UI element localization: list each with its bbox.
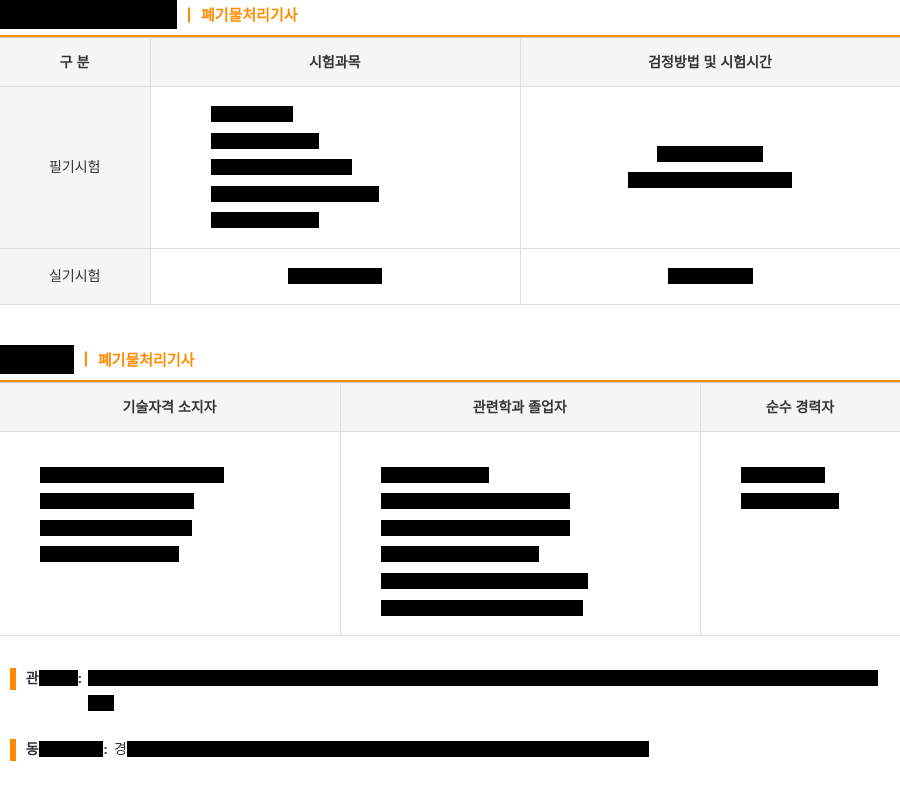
th-category: 구 분 [0, 38, 150, 87]
row-written-label: 필기시험 [0, 87, 150, 249]
section2-subtitle: 폐기물처리기사 [98, 349, 195, 370]
footnotes: 관련학과: 4년제 대학교 이상의 학교에 개설되어 있는 환경공학, 환경시스… [0, 666, 900, 762]
cell-qual-holder: · 동일(유사)분야 다른 종목 기사 · 동일종목 외국자격취득자 · 산업기… [0, 431, 340, 636]
footnote-1: 관련학과: 4년제 대학교 이상의 학교에 개설되어 있는 환경공학, 환경시스… [10, 666, 890, 716]
row-written-subjects: ① 폐기물개론 ② 폐기물처리기술 ③ 폐기물소각 및 열회수 ④ 폐기물공정시… [150, 87, 520, 249]
orange-marker-icon [10, 739, 16, 761]
footnote2-label: 동일직무분야: [26, 737, 108, 762]
th-qual-holder: 기술자격 소지자 [0, 382, 340, 431]
section1-subtitle: 폐기물처리기사 [201, 4, 298, 25]
divider: | [187, 6, 191, 24]
th-method: 검정방법 및 시험시간 [520, 38, 900, 87]
footnote-2: 동일직무분야: 경영·회계·사무 중 생산관리, 건설, 광업자원, 기계, 재… [10, 737, 890, 762]
section2-title: 응시자격 [0, 345, 74, 374]
th-experience: 순수 경력자 [700, 382, 900, 431]
section1-title: 시험과목 및 검정방법 [0, 0, 177, 29]
eligibility-table: 기술자격 소지자 관련학과 졸업자 순수 경력자 · 동일(유사)분야 다른 종… [0, 382, 900, 637]
th-graduate: 관련학과 졸업자 [340, 382, 700, 431]
row-practical-subject: 폐기물처리 실무 [150, 248, 520, 304]
divider: | [84, 350, 88, 368]
th-subjects: 시험과목 [150, 38, 520, 87]
section1-header: 시험과목 및 검정방법 | 폐기물처리기사 [0, 0, 900, 35]
exam-table: 구 분 시험과목 검정방법 및 시험시간 필기시험 ① 폐기물개론 ② 폐기물처… [0, 37, 900, 305]
cell-graduate: · 대졸(졸업예정자) · 3년제 전문대졸 + 실무경력 1년 · 2년제 전… [340, 431, 700, 636]
orange-marker-icon [10, 668, 16, 690]
footnote1-text: 4년제 대학교 이상의 학교에 개설되어 있는 환경공학, 환경시스템공학, 환… [88, 666, 890, 716]
footnote1-label: 관련학과: [26, 666, 82, 691]
cell-experience: · 실무경력 4년 (동일, 유사 분야) [700, 431, 900, 636]
row-practical-label: 실기시험 [0, 248, 150, 304]
section2-header: 응시자격 | 폐기물처리기사 [0, 345, 900, 380]
row-practical-method: 필답형 (3시간) [520, 248, 900, 304]
footnote2-text: 경영·회계·사무 중 생산관리, 건설, 광업자원, 기계, 재료, 화학, 전… [114, 737, 649, 762]
row-written-method: 객관식 4지 택일형 과목당 20문항(과목당 30분) [520, 87, 900, 249]
